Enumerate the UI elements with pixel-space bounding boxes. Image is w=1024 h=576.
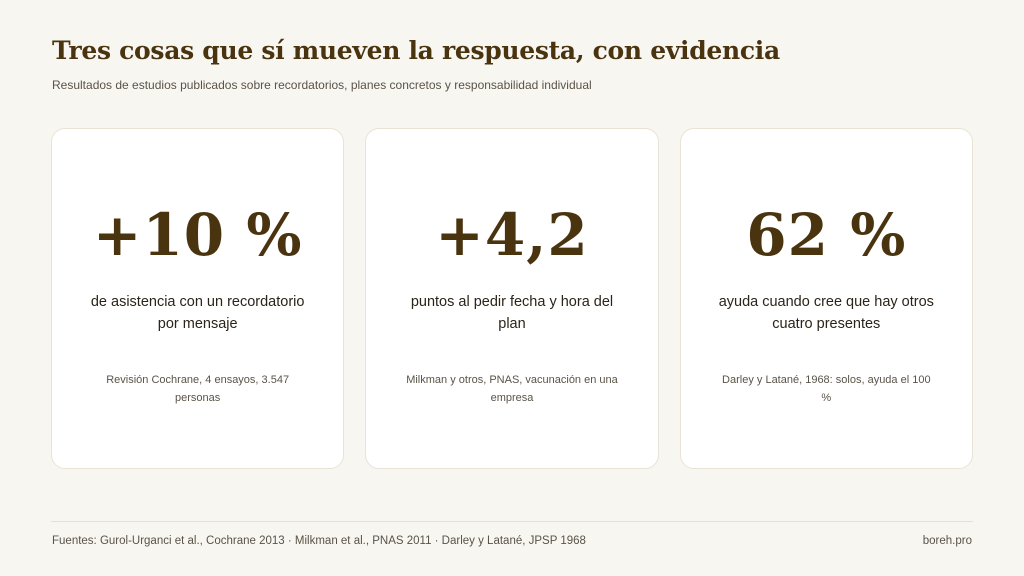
page-title: Tres cosas que sí mueven la respuesta, c… — [52, 36, 780, 65]
stat-description: puntos al pedir fecha y hora del plan — [410, 294, 614, 332]
stat-source: Darley y Latané, 1968: solos, ayuda el 1… — [722, 374, 931, 404]
footer-divider — [51, 521, 973, 522]
stat-cards: +10 % de asistencia con un recordatorio … — [51, 128, 973, 469]
stat-source: Milkman y otros, PNAS, vacunación en una… — [406, 374, 618, 404]
stat-value: +10 % — [92, 201, 303, 269]
footer-sources: Fuentes: Gurol-Urganci et al., Cochrane … — [52, 535, 586, 547]
stat-description: de asistencia con un recordatorio por me… — [90, 294, 305, 332]
stat-card-plans: +4,2 puntos al pedir fecha y hora del pl… — [365, 128, 659, 469]
page-subtitle: Resultados de estudios publicados sobre … — [52, 78, 592, 92]
stat-value: 62 % — [746, 201, 907, 269]
stat-value: +4,2 — [435, 201, 589, 269]
footer-brand[interactable]: boreh.pro — [922, 535, 972, 547]
stat-description: ayuda cuando cree que hay otros cuatro p… — [718, 294, 934, 332]
stat-card-reminders: +10 % de asistencia con un recordatorio … — [51, 128, 345, 469]
stat-source: Revisión Cochrane, 4 ensayos, 3.547 pers… — [106, 374, 290, 404]
stat-card-responsibility: 62 % ayuda cuando cree que hay otros cua… — [679, 128, 973, 469]
